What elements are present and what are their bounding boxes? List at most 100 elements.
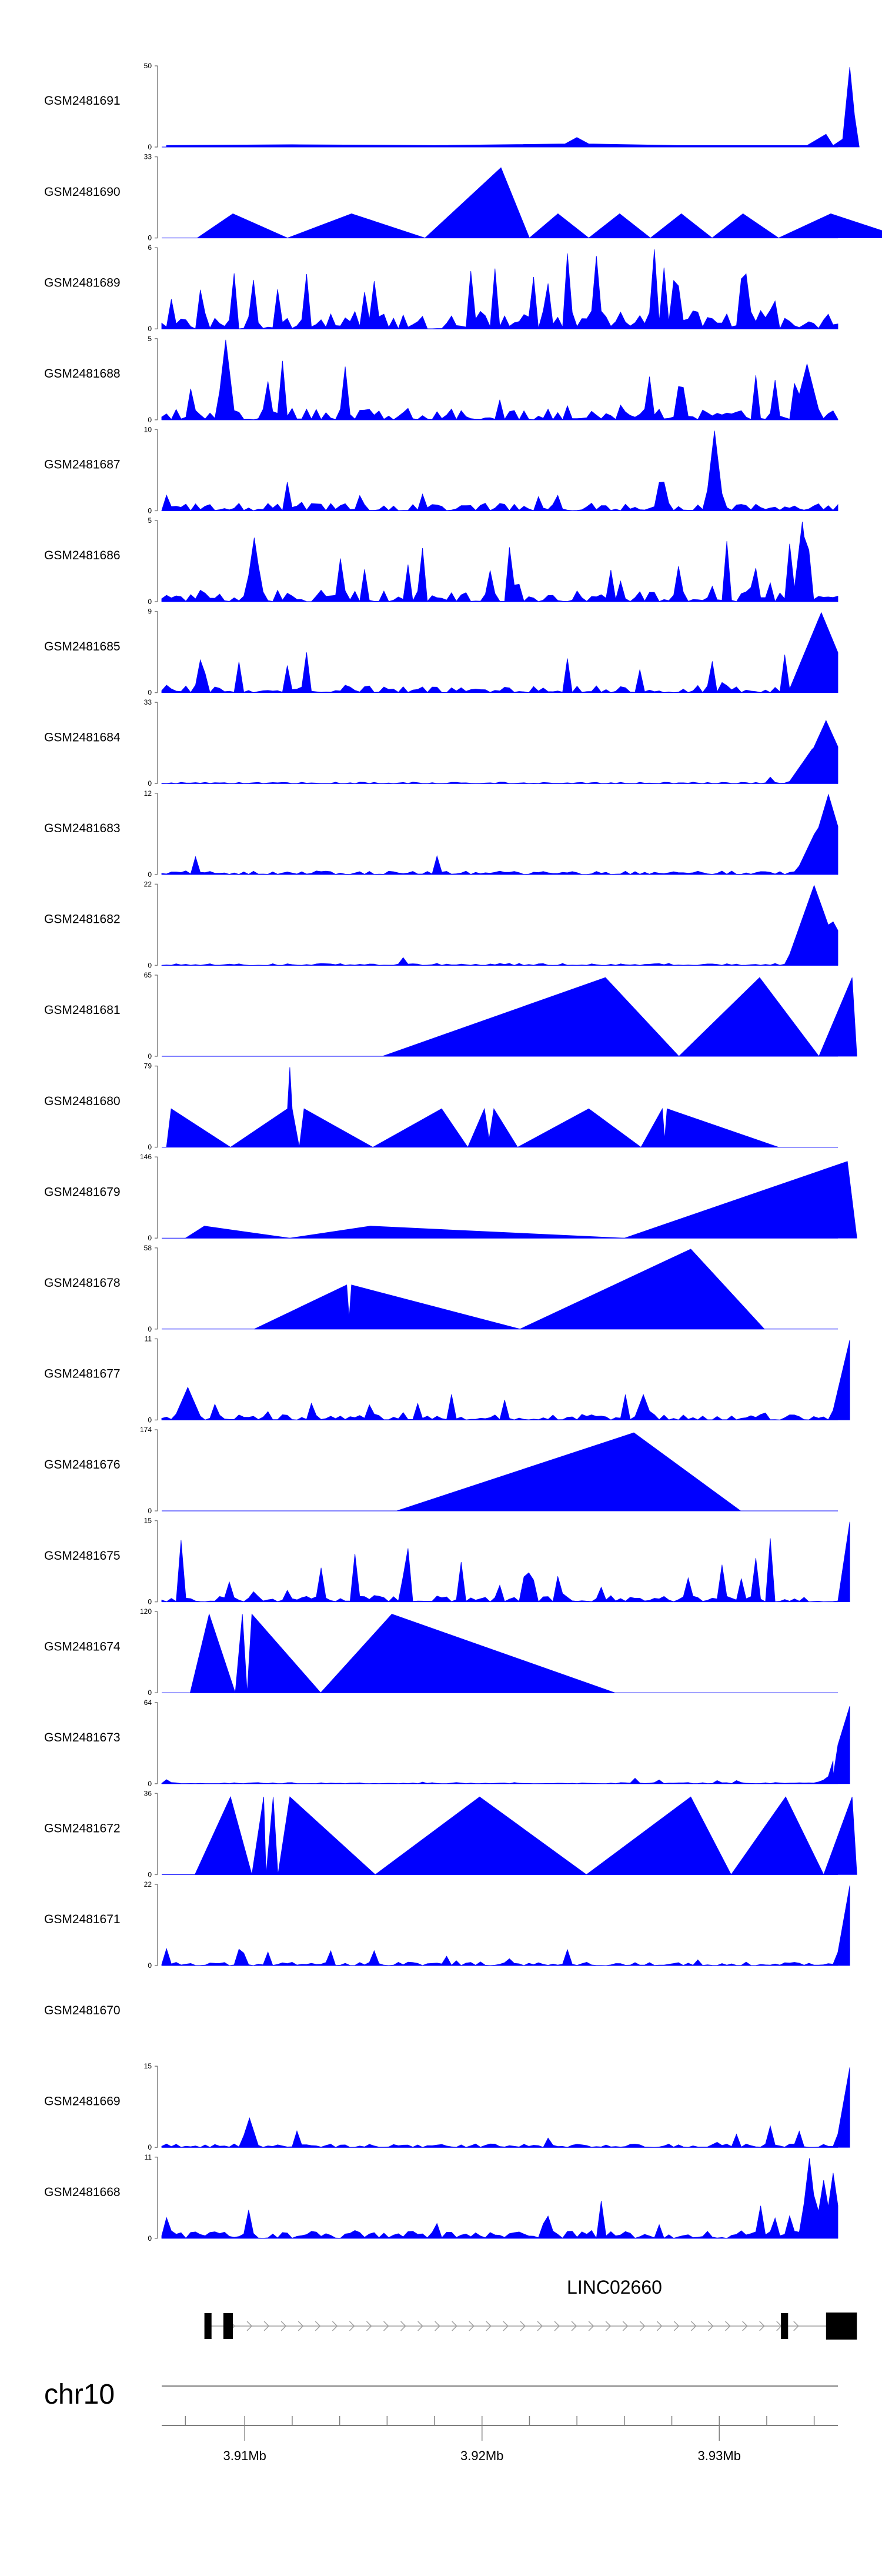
coverage-area: [161, 793, 838, 875]
y-tick-label: 0: [148, 870, 152, 879]
track: GSM2481685 9 0: [44, 608, 838, 697]
strand-arrow: [298, 2321, 304, 2331]
coverage-area: [185, 1161, 857, 1239]
y-tick-label: 10: [144, 425, 152, 433]
track-label: GSM2481686: [44, 549, 121, 562]
track: GSM2481689 6 0: [44, 243, 838, 333]
y-tick-label: 22: [144, 880, 152, 888]
strand-arrow: [332, 2321, 338, 2331]
strand-arrow: [417, 2321, 423, 2331]
strand-arrow: [263, 2321, 270, 2331]
y-tick-label: 0: [148, 779, 152, 788]
strand-arrow: [280, 2321, 287, 2331]
coverage-area: [161, 339, 838, 421]
coverage-area: [382, 977, 857, 1057]
track-label: GSM2481680: [44, 1095, 121, 1108]
y-tick-label: 0: [148, 1961, 152, 1970]
y-tick-label: 0: [148, 1234, 152, 1242]
track-label: GSM2481671: [44, 1913, 121, 1926]
strand-arrow: [673, 2321, 680, 2331]
y-tick-label: 33: [144, 153, 152, 161]
x-tick-label: 3.93Mb: [698, 2448, 741, 2463]
y-tick-label: 0: [148, 1325, 152, 1333]
coverage-area: [194, 1796, 857, 1876]
y-tick-label: 0: [148, 1689, 152, 1697]
y-tick-label: 65: [144, 971, 152, 979]
gene-exon: [826, 2313, 857, 2340]
track-label: GSM2481674: [44, 1640, 121, 1653]
coverage-area: [189, 1613, 615, 1693]
track-label: GSM2481689: [44, 276, 121, 289]
strand-arrow: [759, 2321, 765, 2331]
track-label: GSM2481676: [44, 1458, 121, 1471]
y-tick-label: 0: [148, 143, 152, 151]
strand-arrow: [246, 2321, 253, 2331]
track-label: GSM2481670: [44, 2004, 121, 2017]
coverage-area: [166, 66, 860, 148]
strand-arrow: [383, 2321, 389, 2331]
track-label: GSM2481685: [44, 640, 121, 653]
y-tick-label: 50: [144, 62, 152, 70]
track: GSM2481677 11 0: [44, 1334, 850, 1424]
strand-arrow: [588, 2321, 594, 2331]
track: GSM2481686 5 0: [44, 516, 838, 606]
coverage-area: [161, 521, 838, 602]
track-label: GSM2481678: [44, 1276, 121, 1290]
strand-arrow: [315, 2321, 321, 2331]
track: GSM2481687 10 0: [44, 425, 838, 515]
track: GSM2481669 15 0: [44, 2062, 850, 2151]
strand-arrow: [725, 2321, 731, 2331]
x-tick-label: 3.91Mb: [223, 2448, 266, 2463]
strand-arrow: [639, 2321, 646, 2331]
strand-arrow: [349, 2321, 355, 2331]
strand-arrow: [742, 2321, 748, 2331]
coverage-area: [161, 1885, 850, 1966]
y-tick-label: 0: [148, 1870, 152, 1878]
coverage-area: [161, 431, 838, 511]
strand-arrow: [690, 2321, 697, 2331]
track: GSM2481668 11 0: [44, 2153, 838, 2243]
y-tick-label: 0: [148, 598, 152, 606]
gene-exon: [223, 2313, 233, 2339]
track: GSM2481674 120 0: [44, 1607, 838, 1697]
y-tick-label: 22: [144, 1880, 152, 1888]
coverage-area: [254, 1249, 765, 1330]
track: GSM2481675 15 0: [44, 1517, 850, 1606]
track-label: GSM2481672: [44, 1822, 121, 1836]
chromosome-label: chr10: [44, 2379, 115, 2410]
strand-arrow: [452, 2321, 457, 2331]
strand-arrow: [503, 2321, 509, 2331]
track-label: GSM2481668: [44, 2185, 121, 2199]
y-tick-label: 0: [148, 1598, 152, 1606]
strand-arrow: [605, 2321, 612, 2331]
strand-arrow: [469, 2321, 475, 2331]
coverage-area: [161, 2067, 850, 2148]
strand-arrow: [793, 2321, 799, 2331]
track: GSM2481679 146 0: [44, 1153, 857, 1242]
track: GSM2481673 64 0: [44, 1699, 850, 1788]
y-tick-label: 0: [148, 1416, 152, 1424]
y-tick-label: 0: [148, 506, 152, 515]
x-tick-label: 3.92Mb: [460, 2448, 503, 2463]
y-tick-label: 0: [148, 1507, 152, 1515]
coverage-area: [396, 1432, 741, 1511]
y-tick-label: 33: [144, 698, 152, 706]
y-tick-label: 11: [145, 1334, 152, 1343]
y-tick-label: 0: [148, 2234, 152, 2243]
y-tick-label: 36: [144, 1789, 152, 1797]
y-tick-label: 11: [145, 2153, 152, 2161]
track: GSM2481688 5 0: [44, 335, 838, 424]
track: GSM2481683 12 0: [44, 789, 838, 879]
strand-arrow: [571, 2321, 577, 2331]
strand-arrow: [656, 2321, 663, 2331]
y-tick-label: 0: [148, 1052, 152, 1060]
y-tick-label: 120: [140, 1607, 152, 1616]
track-label: GSM2481691: [44, 94, 121, 108]
coverage-area: [161, 612, 838, 693]
strand-arrow: [707, 2321, 714, 2331]
y-tick-label: 64: [144, 1699, 152, 1707]
gene-name: LINC02660: [567, 2277, 662, 2298]
coverage-area: [161, 1340, 850, 1420]
coverage-area: [161, 1706, 850, 1784]
